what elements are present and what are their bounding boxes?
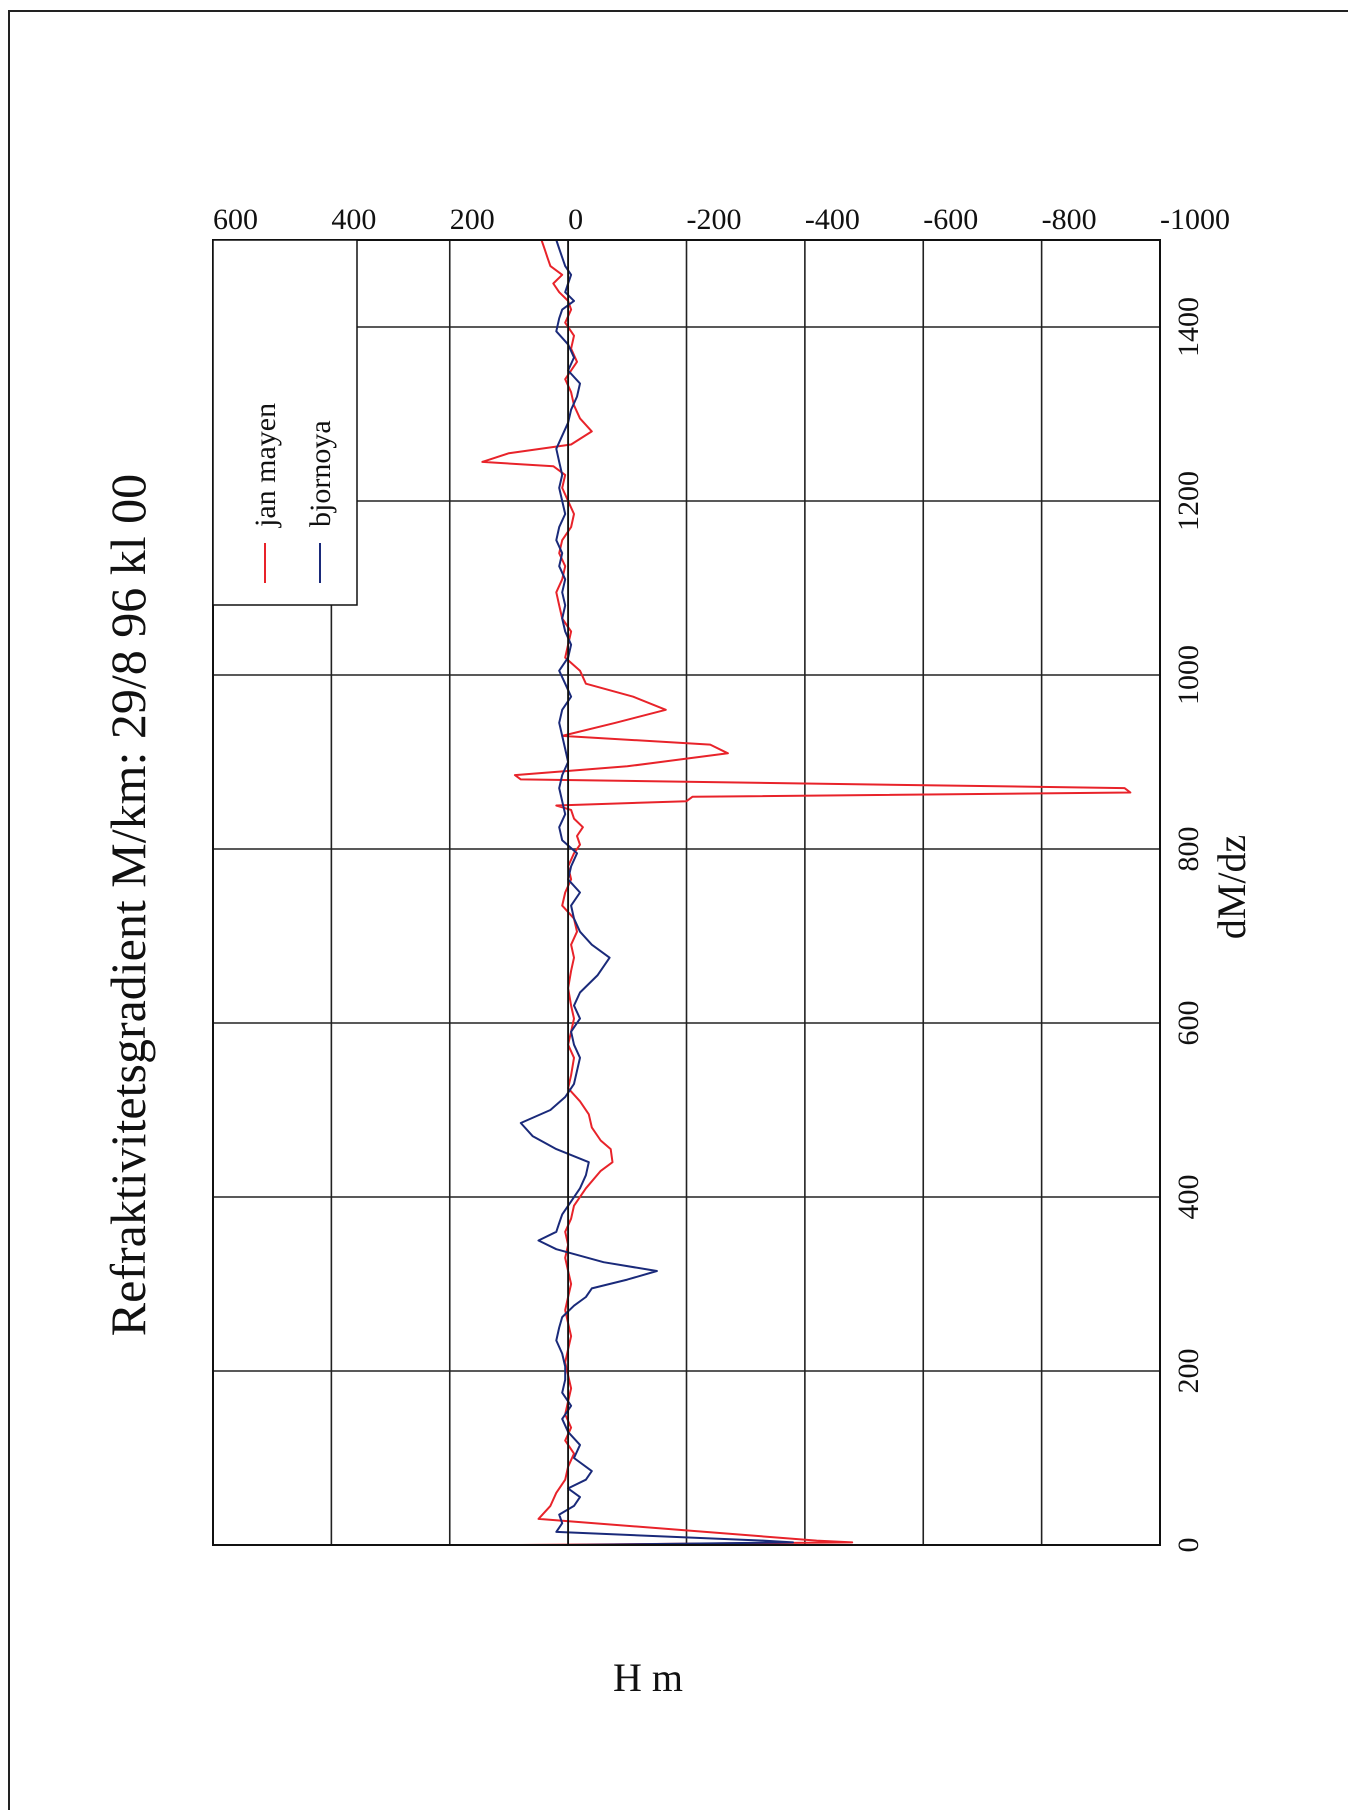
x-tick-labels: -1000 -800 -600 -400 -200 0 200 400 600 (213, 203, 1230, 236)
x-tick-label: -600 (923, 203, 978, 236)
x-tick-label: 600 (213, 203, 258, 236)
legend-box (212, 239, 358, 606)
y-axis-label: H m (613, 1655, 683, 1700)
y-tick-label: 0 (1172, 1538, 1205, 1553)
y-tick-label: 1400 (1172, 297, 1205, 357)
series-lines (481, 239, 1132, 1546)
legend: jan mayen bjornoya (212, 239, 358, 606)
chart-title: Refraktivitetsgradient M/km: 29/8 96 kl … (100, 474, 156, 1336)
y-tick-label: 800 (1172, 827, 1205, 872)
x-tick-label: -200 (687, 203, 742, 236)
series-line-bjornoya (519, 239, 794, 1546)
page-border (8, 10, 1348, 1810)
y-tick-label: 600 (1172, 1001, 1205, 1046)
x-tick-label: -800 (1042, 203, 1097, 236)
x-tick-label: -400 (805, 203, 860, 236)
y-tick-label: 1000 (1172, 645, 1205, 705)
x-tick-label: -1000 (1160, 203, 1230, 236)
y-tick-labels: 0 200 400 600 800 1000 1200 1400 (1172, 297, 1205, 1553)
x-axis-label: dM/dz (1209, 835, 1254, 939)
series-line-jan-mayen (481, 239, 1132, 1546)
x-tick-label: 200 (450, 203, 495, 236)
x-tick-label: 400 (331, 203, 376, 236)
legend-label: jan mayen (249, 403, 282, 528)
legend-label: bjornoya (304, 420, 337, 527)
y-tick-label: 400 (1172, 1175, 1205, 1220)
x-tick-label: 0 (568, 203, 583, 236)
y-tick-label: 1200 (1172, 471, 1205, 531)
plot-area (212, 239, 1161, 1546)
y-tick-label: 200 (1172, 1349, 1205, 1394)
